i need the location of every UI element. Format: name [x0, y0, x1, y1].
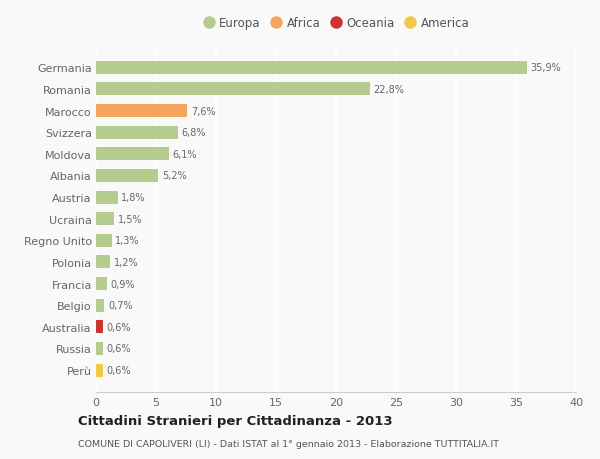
Bar	[96, 299, 104, 312]
Text: 0,6%: 0,6%	[107, 344, 131, 353]
Text: 1,2%: 1,2%	[114, 257, 139, 267]
Text: 6,1%: 6,1%	[173, 150, 197, 159]
Bar	[96, 191, 118, 204]
Text: 0,7%: 0,7%	[108, 301, 133, 310]
Text: 1,3%: 1,3%	[115, 236, 140, 246]
Text: 0,6%: 0,6%	[107, 322, 131, 332]
Text: 22,8%: 22,8%	[373, 85, 404, 95]
Bar	[96, 169, 158, 183]
Bar	[96, 126, 178, 140]
Bar	[96, 234, 112, 247]
Text: 6,8%: 6,8%	[181, 128, 206, 138]
Legend: Europa, Africa, Oceania, America: Europa, Africa, Oceania, America	[203, 17, 469, 30]
Bar	[96, 342, 103, 355]
Bar	[96, 277, 107, 291]
Text: 1,8%: 1,8%	[121, 193, 146, 202]
Bar	[96, 256, 110, 269]
Bar	[96, 364, 103, 377]
Bar	[96, 320, 103, 334]
Bar	[96, 83, 370, 96]
Text: 0,6%: 0,6%	[107, 365, 131, 375]
Text: 35,9%: 35,9%	[530, 63, 561, 73]
Text: COMUNE DI CAPOLIVERI (LI) - Dati ISTAT al 1° gennaio 2013 - Elaborazione TUTTITA: COMUNE DI CAPOLIVERI (LI) - Dati ISTAT a…	[78, 439, 499, 448]
Bar	[96, 62, 527, 75]
Bar	[96, 148, 169, 161]
Bar	[96, 213, 114, 226]
Text: 0,9%: 0,9%	[110, 279, 135, 289]
Text: 1,5%: 1,5%	[118, 214, 142, 224]
Text: 5,2%: 5,2%	[162, 171, 187, 181]
Text: 7,6%: 7,6%	[191, 106, 215, 116]
Bar	[96, 105, 187, 118]
Text: Cittadini Stranieri per Cittadinanza - 2013: Cittadini Stranieri per Cittadinanza - 2…	[78, 414, 392, 428]
